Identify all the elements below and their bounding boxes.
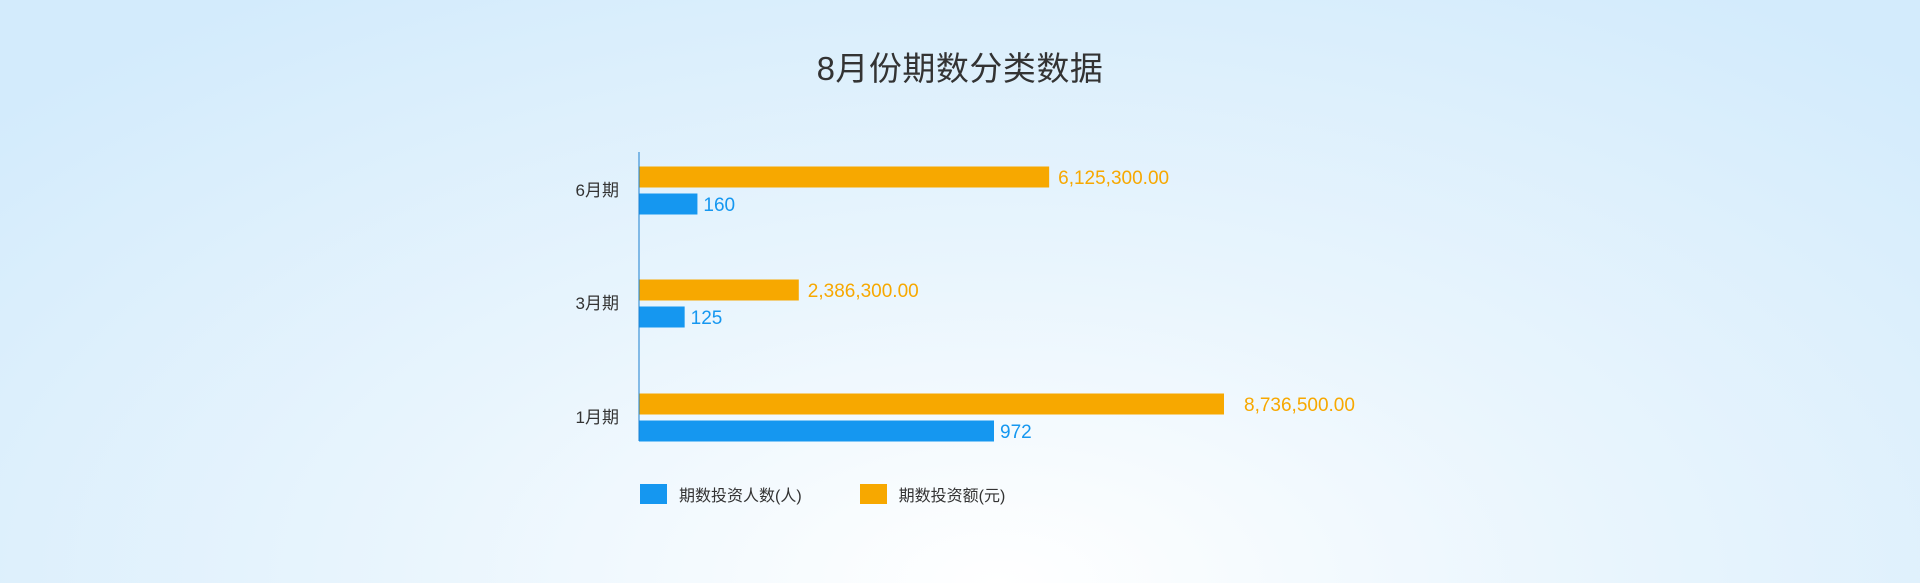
bar-amount: [639, 279, 799, 301]
legend-swatch-amount: [859, 484, 887, 504]
data-label-amount: 6,125,300.00: [1058, 168, 1169, 189]
data-label-investors: 125: [691, 308, 723, 329]
data-label-investors: 160: [703, 195, 735, 216]
legend: 期数投资人数(人) 期数投资额(元): [640, 482, 1063, 506]
legend-item-amount[interactable]: 期数投资额(元): [859, 482, 1006, 506]
category-label: 3月期: [576, 294, 619, 313]
legend-label-investors: 期数投资人数(人): [679, 488, 802, 505]
category-label: 6月期: [576, 181, 619, 200]
bar-amount: [639, 393, 1224, 415]
legend-swatch-investors: [640, 484, 667, 504]
data-label-investors: 972: [1000, 422, 1032, 443]
data-label-amount: 8,736,500.00: [1244, 395, 1355, 416]
legend-label-amount: 期数投资额(元): [898, 488, 1006, 505]
legend-item-investors[interactable]: 期数投资人数(人): [640, 482, 802, 506]
bar-amount: [639, 166, 1050, 188]
data-label-amount: 2,386,300.00: [808, 281, 919, 302]
bar-investors: [639, 420, 994, 442]
category-label: 1月期: [576, 408, 619, 427]
chart-title: 8月份期数分类数据: [816, 50, 1104, 87]
bar-investors: [639, 193, 698, 215]
bar-investors: [639, 306, 685, 328]
